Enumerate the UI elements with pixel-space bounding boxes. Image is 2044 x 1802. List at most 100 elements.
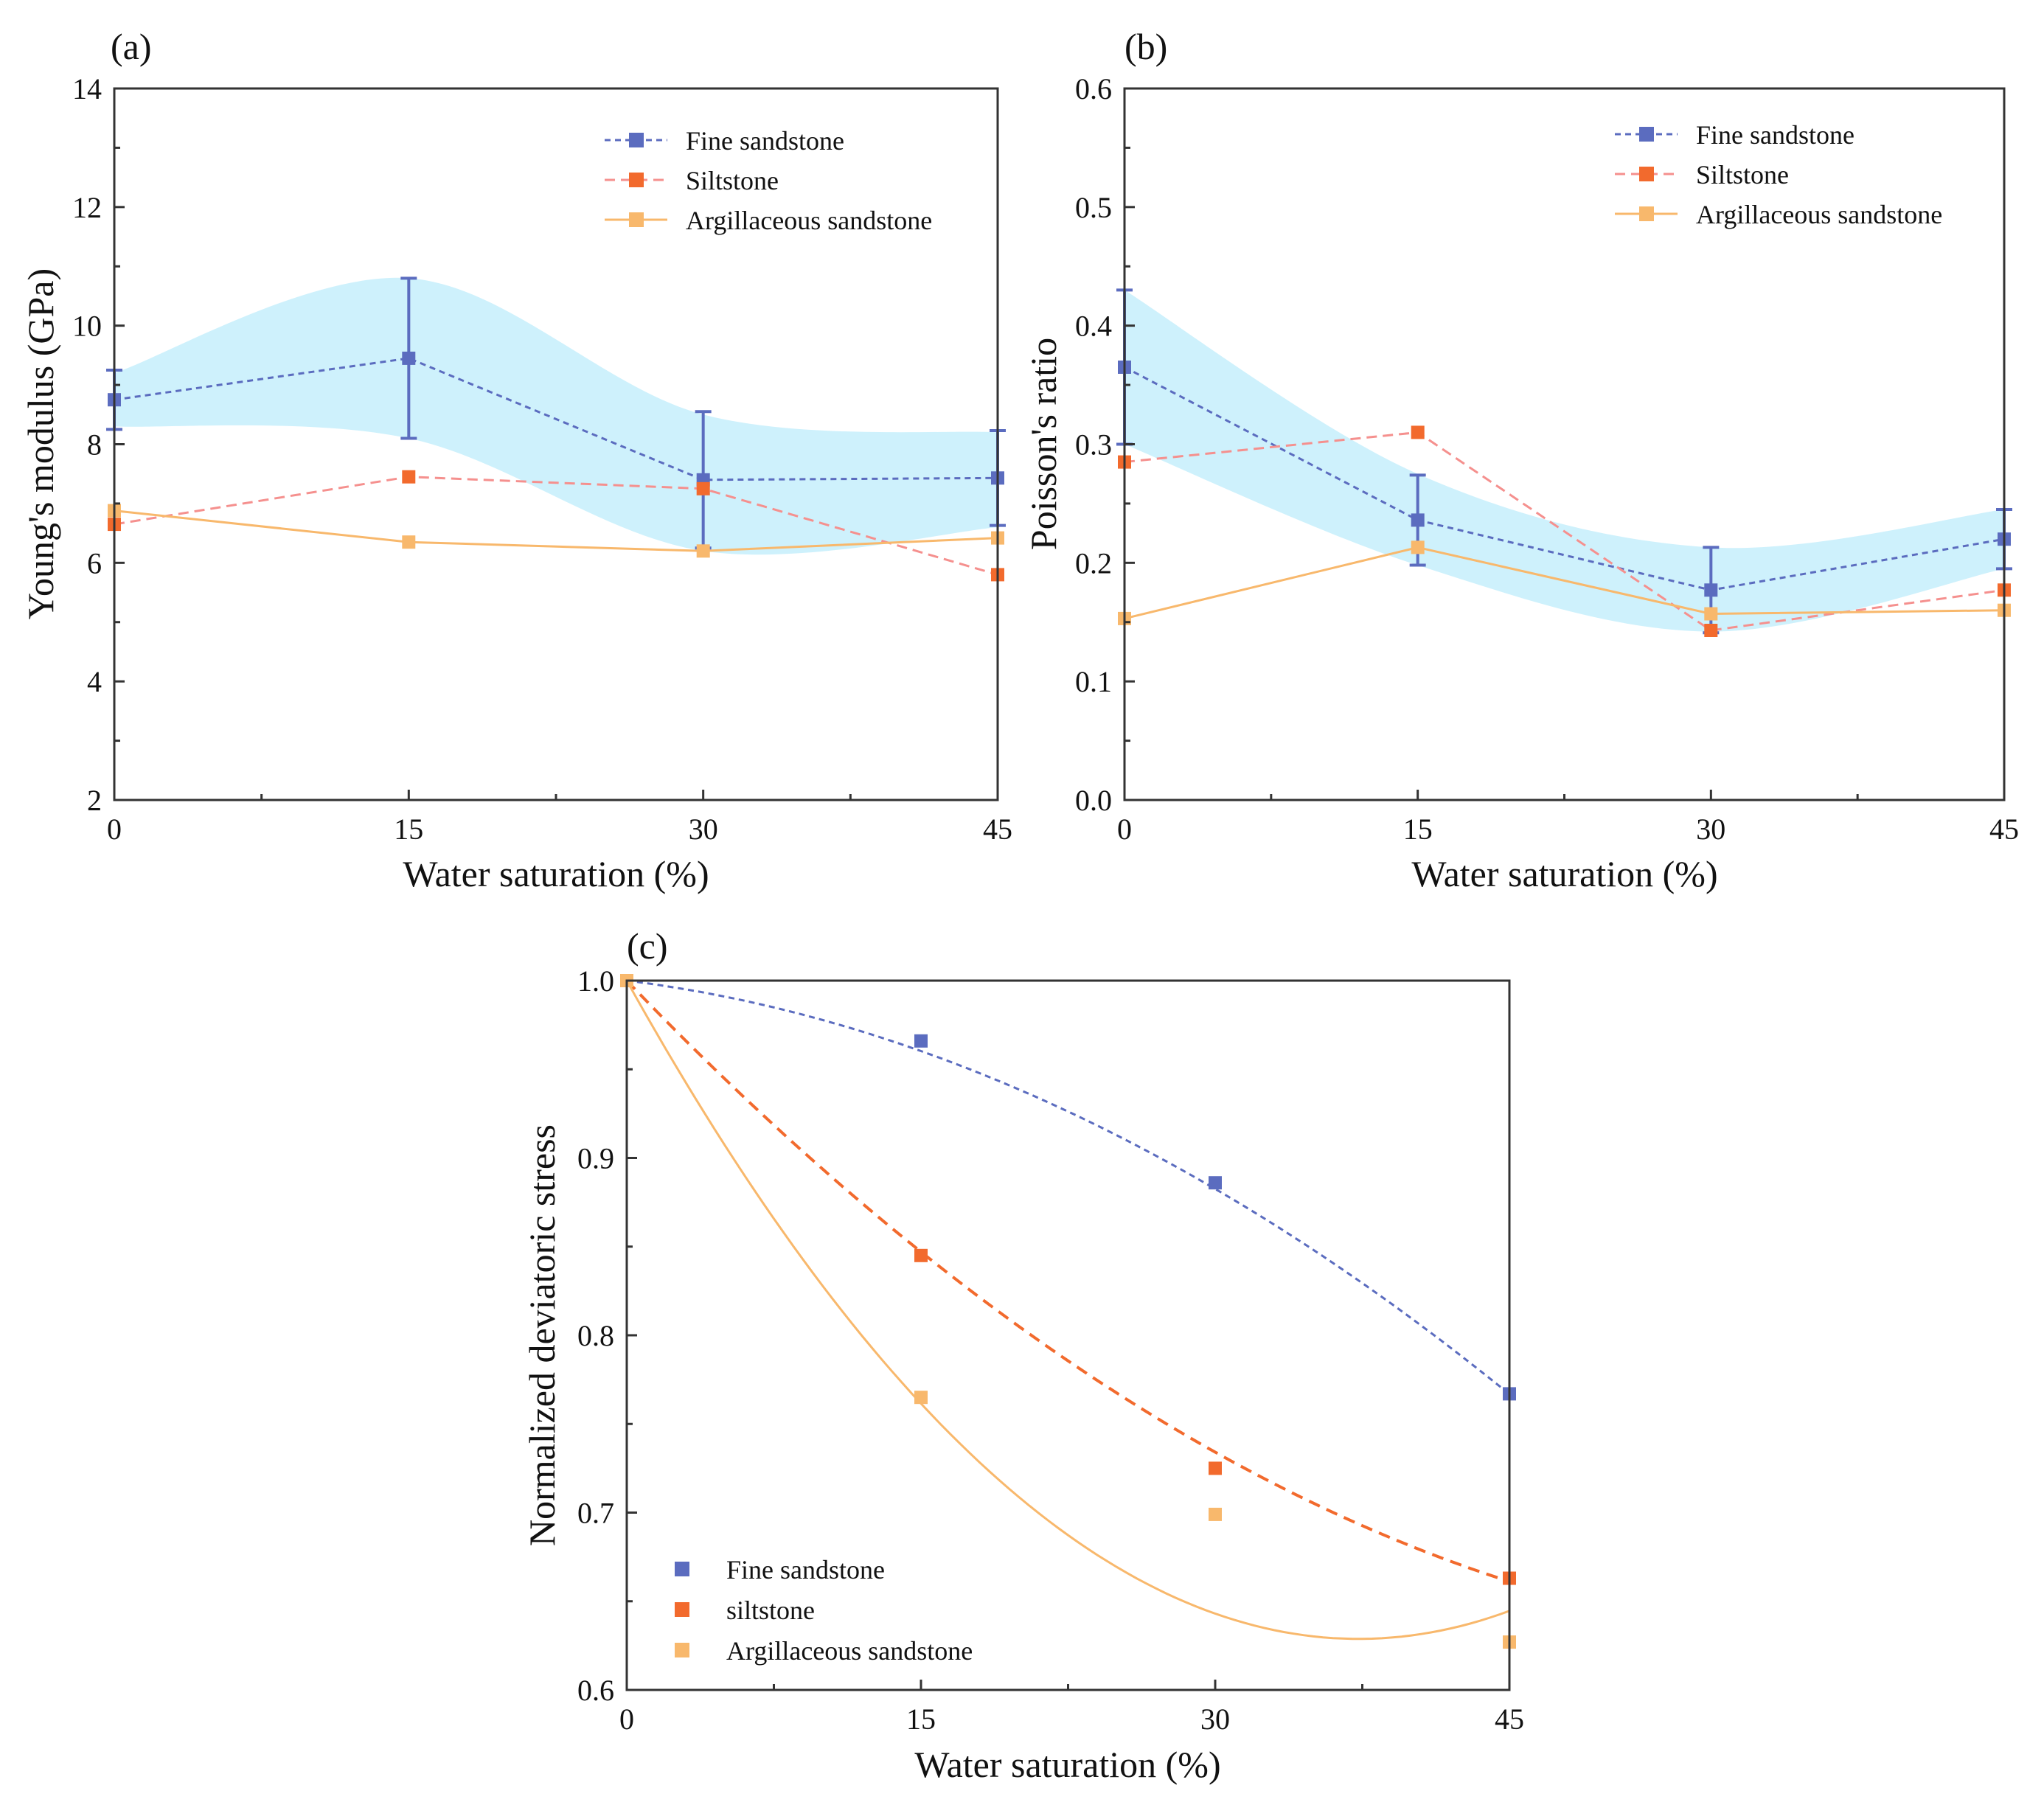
panel-a-ytick-label: 4 (87, 665, 102, 698)
panel-a-ytick-label: 6 (87, 546, 102, 580)
panel-c-y-tick-labels: 0.6 0.7 0.8 0.9 1.0 (577, 964, 614, 1707)
panel-c-legend: Fine sandstone siltstone Argillaceous sa… (675, 1555, 973, 1666)
panel-c-fit-curve-argil (625, 980, 1510, 1641)
legend-b-marker-fine (1639, 127, 1654, 142)
panel-c-fit-curve-silt (625, 979, 1510, 1583)
panel-a-x-tick-labels: 0 15 30 45 (107, 813, 1012, 846)
panel-b-marker-argil (1704, 607, 1718, 621)
panel-c-fit-layer (625, 979, 1510, 1641)
panel-b-x-tick-labels: 0 15 30 45 (1117, 813, 2019, 846)
legend-b-label-argil: Argillaceous sandstone (1696, 200, 1942, 229)
panel-b-marker-silt (1704, 624, 1718, 637)
panel-a-marker-silt (696, 481, 710, 495)
panel-c-fit-curve-fine (626, 979, 1510, 1396)
panel-b-marker-argil (1411, 540, 1425, 554)
panel-c-label: (c) (627, 925, 668, 967)
panel-a-series-line-silt (114, 476, 998, 576)
panel-c-ytick-label: 0.9 (577, 1142, 614, 1175)
panel-c-normalized-deviatoric-stress: (c) 0.6 0.7 0.8 0.9 1.0 0 15 30 45 Water… (521, 925, 1524, 1785)
panel-b-band-layer (1124, 290, 2004, 632)
panel-a-y-tick-labels: 2 4 6 8 10 12 14 (72, 72, 102, 817)
panel-c-x-tick-labels: 0 15 30 45 (619, 1702, 1524, 1736)
panel-b-ytick-label: 0.2 (1075, 546, 1112, 580)
legend-b-label-silt: Siltstone (1696, 160, 1789, 189)
panel-a-series-layer (114, 357, 998, 576)
panel-b-y-tick-labels: 0.0 0.1 0.2 0.3 0.4 0.5 0.6 (1075, 72, 1112, 817)
legend-a-marker-silt (629, 173, 644, 187)
legend-a-marker-fine (629, 133, 644, 147)
panel-a-ytick-label: 14 (72, 72, 102, 105)
legend-a-label-fine: Fine sandstone (686, 126, 844, 156)
panel-b-marker-fine (1704, 583, 1718, 597)
panel-a-xtick-label: 0 (107, 813, 122, 846)
panel-c-marker-argil (1209, 1507, 1222, 1521)
panel-c-ytick-label: 0.8 (577, 1319, 614, 1352)
panel-a-ytick-label: 12 (72, 191, 102, 224)
panel-a-marker-fine (402, 351, 416, 365)
legend-c-label-silt: siltstone (726, 1596, 815, 1625)
panel-a-label: (a) (111, 26, 152, 67)
panel-a-xtick-label: 45 (983, 813, 1012, 846)
panel-b-marker-fine (1411, 513, 1425, 527)
panel-c-marker-argil (914, 1391, 928, 1405)
panel-b-label: (b) (1124, 26, 1167, 67)
legend-c-marker-argil (675, 1643, 689, 1657)
panel-c-marker-fine (914, 1034, 928, 1048)
panel-c-ytick-label: 1.0 (577, 964, 614, 998)
panel-b-xtick-label: 45 (1989, 813, 2019, 846)
legend-c-marker-silt (675, 1602, 689, 1617)
panel-b-ytick-label: 0.0 (1075, 784, 1112, 817)
legend-b-marker-argil (1639, 206, 1654, 221)
panel-b-ytick-label: 0.3 (1075, 428, 1112, 462)
panel-b-poissons-ratio: (b) 0.0 0.1 0.2 0.3 0.4 0.5 0.6 0 15 30 … (1023, 26, 2019, 894)
panel-c-ytick-label: 0.7 (577, 1497, 614, 1530)
legend-a-label-argil: Argillaceous sandstone (686, 206, 932, 235)
panel-b-xtick-label: 15 (1403, 813, 1433, 846)
panel-b-series-line-fine (1124, 366, 2005, 591)
legend-b-marker-silt (1639, 167, 1654, 181)
panel-b-confidence-band (1124, 290, 2004, 632)
panel-c-marker-layer (620, 974, 1516, 1649)
panel-b-ytick-label: 0.4 (1075, 310, 1112, 343)
panel-a-tick-layer (113, 87, 999, 801)
legend-a-marker-argil (629, 212, 644, 227)
panel-b-y-axis-title: Poisson's ratio (1023, 338, 1064, 550)
panel-a-series-line-argil (114, 509, 998, 552)
panel-c-marker-fine (1209, 1176, 1222, 1190)
panel-c-marker-silt (1209, 1461, 1222, 1475)
panel-a-youngs-modulus: (a) 2 4 6 8 10 12 14 0 15 30 45 Water sa… (20, 26, 1012, 894)
panel-c-marker-silt (914, 1248, 928, 1262)
panel-a-marker-silt (402, 470, 416, 484)
panel-b-x-axis-title: Water saturation (%) (1411, 853, 1717, 894)
panel-b-ytick-label: 0.1 (1075, 665, 1112, 698)
legend-a-label-silt: Siltstone (686, 166, 779, 195)
panel-b-ytick-label: 0.5 (1075, 191, 1112, 224)
panel-a-y-axis-title: Young's modulus (GPa) (20, 268, 61, 619)
legend-c-label-fine: Fine sandstone (726, 1555, 885, 1584)
panel-a-band-layer (114, 277, 998, 555)
panel-b-series-line-silt (1124, 431, 2005, 632)
panel-b-xtick-label: 0 (1117, 813, 1132, 846)
panel-a-series-line-fine (114, 357, 998, 481)
panel-b-marker-silt (1411, 425, 1425, 439)
panel-c-xtick-label: 45 (1495, 1702, 1524, 1736)
panel-c-tick-layer (625, 979, 1511, 1691)
panel-b-tick-layer (1123, 87, 2006, 801)
panel-a-confidence-band (114, 277, 998, 555)
panel-a-legend: Fine sandstone Siltstone Argillaceous sa… (605, 126, 932, 235)
panel-a-ytick-label: 10 (72, 310, 102, 343)
panel-a-marker-argil (696, 544, 710, 558)
panel-c-ytick-label: 0.6 (577, 1674, 614, 1707)
panel-c-x-axis-title: Water saturation (%) (914, 1744, 1220, 1785)
panel-a-ytick-label: 2 (87, 784, 102, 817)
panel-c-y-axis-title: Normalized deviatoric stress (521, 1124, 563, 1546)
legend-b-label-fine: Fine sandstone (1696, 120, 1854, 150)
panel-a-xtick-label: 30 (689, 813, 718, 846)
panel-b-series-layer (1124, 366, 2005, 632)
panel-a-x-axis-title: Water saturation (%) (403, 853, 709, 894)
legend-c-label-argil: Argillaceous sandstone (726, 1636, 973, 1666)
panel-b-legend: Fine sandstone Siltstone Argillaceous sa… (1615, 120, 1942, 229)
panel-a-marker-argil (402, 535, 416, 549)
